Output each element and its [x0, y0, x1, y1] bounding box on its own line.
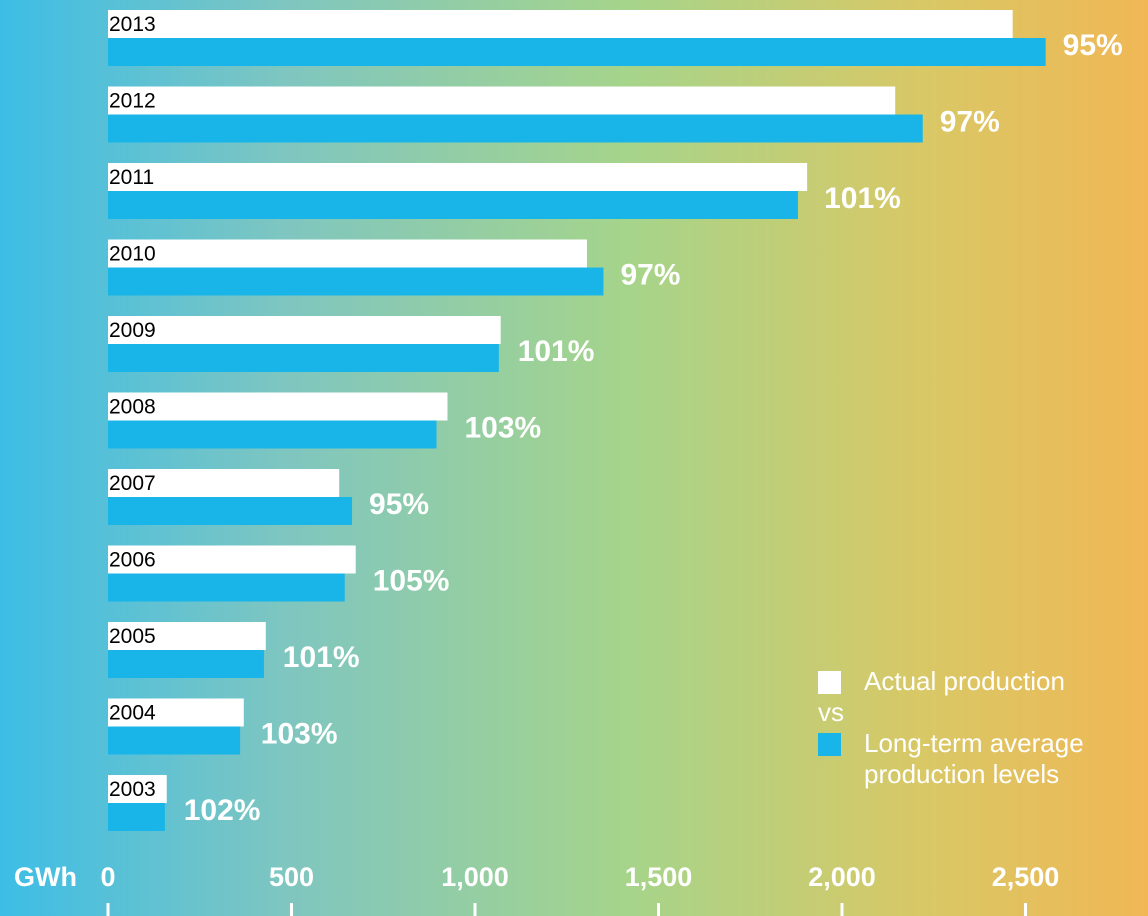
bar-average-2010 — [108, 267, 604, 296]
year-label-2003: 2003 — [109, 778, 156, 801]
legend-label-average-line1: Long-term average — [864, 728, 1084, 758]
year-label-2012: 2012 — [109, 90, 156, 113]
percent-label-2008: 103% — [464, 412, 541, 445]
legend-swatch-white — [818, 671, 841, 694]
bar-actual-2004 — [108, 698, 244, 727]
legend-connector: vs — [818, 697, 844, 727]
bar-actual-2007 — [108, 469, 340, 497]
bar-average-2007 — [108, 497, 353, 525]
legend-swatch-blue — [818, 733, 841, 756]
bar-average-2012 — [108, 114, 923, 143]
percent-label-2007: 95% — [369, 488, 429, 521]
x-tick-label-2500: 2,500 — [992, 862, 1060, 892]
x-axis-unit-label: GWh — [14, 862, 77, 892]
x-tick-label-500: 500 — [269, 862, 314, 892]
bar-average-2008 — [108, 420, 437, 449]
bar-actual-2009 — [108, 316, 501, 344]
bar-average-2006 — [108, 573, 345, 602]
x-tick-label-0: 0 — [100, 862, 115, 892]
bar-actual-2012 — [108, 86, 896, 115]
bar-actual-2008 — [108, 392, 448, 421]
x-tick-label-1500: 1,500 — [625, 862, 693, 892]
year-label-2005: 2005 — [109, 625, 156, 648]
percent-label-2010: 97% — [620, 259, 680, 292]
bar-actual-2005 — [108, 622, 266, 650]
year-label-2009: 2009 — [109, 319, 156, 342]
year-label-2011: 2011 — [109, 166, 154, 189]
bar-actual-2010 — [108, 239, 587, 268]
year-label-2010: 2010 — [109, 243, 156, 266]
labels-layer: 2013 95% 2012 97% 2011 101% 2010 97% 2009 101% 200… — [109, 13, 1123, 827]
percent-label-2009: 101% — [518, 335, 595, 368]
percent-label-2006: 105% — [373, 565, 450, 598]
bar-actual-2013 — [108, 10, 1013, 38]
bar-average-2013 — [108, 38, 1046, 66]
legend-label-average-line2: production levels — [864, 759, 1060, 789]
bar-actual-2006 — [108, 545, 356, 574]
year-label-2007: 2007 — [109, 472, 156, 495]
legend: Actual production vs Long-term average p… — [818, 666, 1118, 790]
x-tick-label-2000: 2,000 — [808, 862, 876, 892]
bar-actual-2003 — [108, 775, 167, 803]
year-label-2013: 2013 — [109, 13, 156, 36]
bar-average-2011 — [108, 191, 798, 219]
legend-item-actual: Actual production — [818, 666, 1118, 697]
percent-label-2003: 102% — [184, 794, 261, 827]
x-axis: GWh 0 500 1,000 1,500 2,000 2,500 — [14, 862, 1059, 916]
bar-average-2009 — [108, 344, 499, 372]
year-label-2004: 2004 — [109, 702, 156, 725]
year-label-2006: 2006 — [109, 549, 156, 572]
percent-label-2012: 97% — [940, 106, 1000, 139]
percent-label-2011: 101% — [824, 182, 901, 215]
year-label-2008: 2008 — [109, 396, 156, 419]
percent-label-2004: 103% — [261, 718, 338, 751]
bar-actual-2011 — [108, 163, 808, 191]
legend-label-actual: Actual production — [864, 666, 1065, 696]
x-tick-label-1000: 1,000 — [441, 862, 509, 892]
bar-average-2005 — [108, 650, 264, 678]
bar-average-2004 — [108, 726, 241, 755]
percent-label-2005: 101% — [283, 641, 360, 674]
legend-item-average: Long-term average production levels — [818, 728, 1118, 790]
bars-layer — [108, 10, 1046, 831]
percent-label-2013: 95% — [1063, 29, 1123, 62]
bar-average-2003 — [108, 803, 165, 831]
